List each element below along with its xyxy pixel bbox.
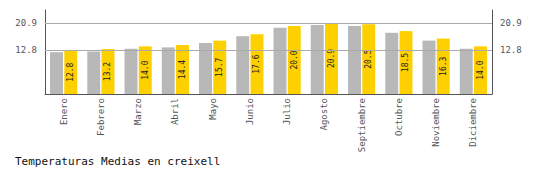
svg-text:12.8: 12.8 — [66, 62, 75, 81]
svg-text:Julio: Julio — [282, 98, 292, 125]
svg-text:20.5: 20.5 — [364, 49, 373, 68]
svg-text:Noviembre: Noviembre — [431, 98, 441, 147]
svg-text:20.9: 20.9 — [327, 49, 336, 68]
svg-text:Temperaturas Medias en creixel: Temperaturas Medias en creixell — [15, 155, 220, 168]
svg-text:Enero: Enero — [59, 98, 69, 125]
svg-text:12.8: 12.8 — [15, 45, 37, 55]
svg-text:15.7: 15.7 — [215, 57, 224, 76]
svg-text:Septiembre: Septiembre — [357, 98, 367, 152]
svg-text:13.2: 13.2 — [103, 62, 112, 81]
svg-text:Mayo: Mayo — [208, 98, 218, 120]
svg-text:12.8: 12.8 — [500, 45, 522, 55]
svg-text:Abril: Abril — [170, 98, 180, 125]
svg-text:20.9: 20.9 — [15, 18, 37, 28]
svg-text:Marzo: Marzo — [133, 98, 143, 125]
svg-text:16.3: 16.3 — [439, 56, 448, 75]
svg-text:Agosto: Agosto — [319, 98, 329, 131]
svg-text:Junio: Junio — [245, 98, 255, 125]
svg-text:14.0: 14.0 — [141, 60, 150, 79]
svg-text:20.0: 20.0 — [290, 50, 299, 69]
svg-text:20.9: 20.9 — [500, 18, 522, 28]
svg-text:18.5: 18.5 — [401, 53, 410, 72]
svg-text:17.6: 17.6 — [252, 54, 261, 73]
svg-text:Diciembre: Diciembre — [468, 98, 478, 147]
svg-text:14.4: 14.4 — [178, 60, 187, 79]
svg-text:Febrero: Febrero — [96, 98, 106, 136]
svg-text:Octubre: Octubre — [394, 98, 404, 136]
svg-text:14.0: 14.0 — [476, 60, 485, 79]
